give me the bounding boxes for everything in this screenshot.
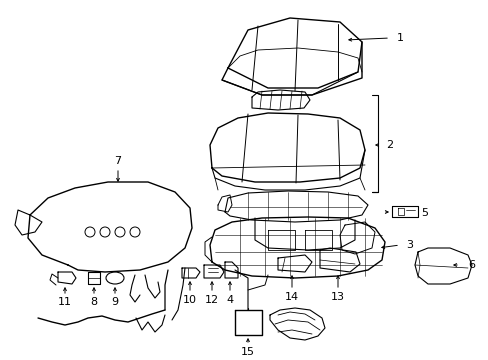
Text: 8: 8 xyxy=(90,297,98,307)
Text: 5: 5 xyxy=(421,208,427,218)
Text: 4: 4 xyxy=(226,295,233,305)
Text: 7: 7 xyxy=(114,156,122,166)
Text: 2: 2 xyxy=(386,140,393,150)
Text: 3: 3 xyxy=(406,240,413,250)
Text: 1: 1 xyxy=(396,33,403,43)
Text: 13: 13 xyxy=(330,292,345,302)
Text: 11: 11 xyxy=(58,297,72,307)
Text: 9: 9 xyxy=(111,297,118,307)
Text: 10: 10 xyxy=(183,295,197,305)
Text: 12: 12 xyxy=(204,295,219,305)
Text: 14: 14 xyxy=(285,292,299,302)
Text: 15: 15 xyxy=(241,347,254,357)
Text: 6: 6 xyxy=(468,260,474,270)
